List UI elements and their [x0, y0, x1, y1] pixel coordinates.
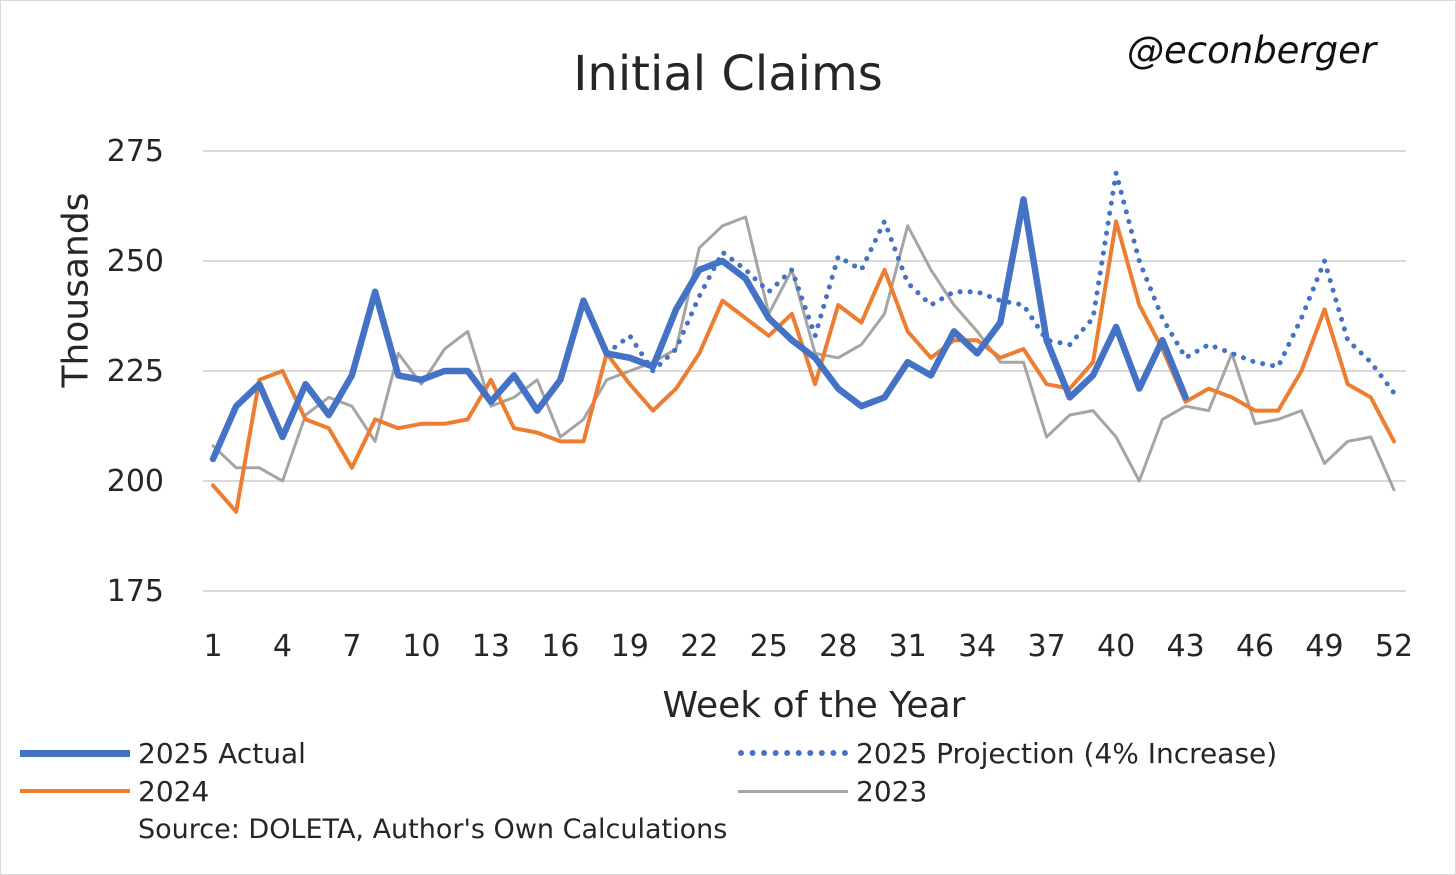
series-line-2025-projection-4-increase [604, 170, 1397, 396]
x-tick-label: 16 [541, 629, 579, 664]
series-lines [209, 170, 1397, 514]
series-line-2025-actual [209, 196, 1189, 463]
x-tick-label: 25 [750, 629, 788, 664]
x-tick-label: 52 [1375, 629, 1413, 664]
x-tick-label: 43 [1166, 629, 1204, 664]
legend-label-2023: 2023 [856, 775, 928, 808]
x-tick-labels: 1 4 7 10 13 16 19 22 25 28 31 34 37 40 43 46 49 52 [203, 629, 1413, 664]
legend-label-2025-actual: 2025 Actual [138, 737, 306, 770]
y-tick-label: 175 [107, 574, 164, 609]
legend-swatch-2023 [738, 790, 848, 793]
legend-label-2024: 2024 [138, 775, 210, 808]
source-note: Source: DOLETA, Author's Own Calculation… [138, 814, 728, 845]
x-tick-label: 34 [958, 629, 996, 664]
author-watermark: @econberger [1127, 29, 1377, 72]
x-tick-label: 10 [402, 629, 440, 664]
x-tick-label: 4 [273, 629, 292, 664]
x-tick-label: 13 [472, 629, 510, 664]
y-tick-label: 275 [107, 134, 164, 169]
series-line-2024 [211, 219, 1396, 514]
y-tick-label: 225 [107, 354, 164, 389]
legend-swatch-2025-actual [20, 750, 130, 757]
x-tick-label: 1 [203, 629, 222, 664]
x-tick-label: 19 [611, 629, 649, 664]
x-tick-label: 28 [819, 629, 857, 664]
y-tick-labels: 175 200 225 250 275 [107, 134, 164, 609]
x-tick-label: 7 [342, 629, 361, 664]
x-tick-label: 46 [1236, 629, 1274, 664]
y-tick-label: 250 [107, 244, 164, 279]
gridlines [203, 150, 1406, 592]
chart-title: Initial Claims [573, 46, 883, 102]
x-tick-label: 22 [680, 629, 718, 664]
series-line-2023 [211, 215, 1396, 492]
x-axis-label: Week of the Year [662, 685, 966, 726]
y-tick-label: 200 [107, 464, 164, 499]
x-tick-label: 40 [1097, 629, 1135, 664]
legend-label-2025-projection: 2025 Projection (4% Increase) [856, 737, 1278, 770]
x-tick-label: 37 [1028, 629, 1066, 664]
legend-swatch-2025-projection [738, 750, 848, 756]
x-tick-label: 31 [889, 629, 927, 664]
x-tick-label: 49 [1305, 629, 1343, 664]
legend-swatch-2024 [20, 789, 130, 793]
